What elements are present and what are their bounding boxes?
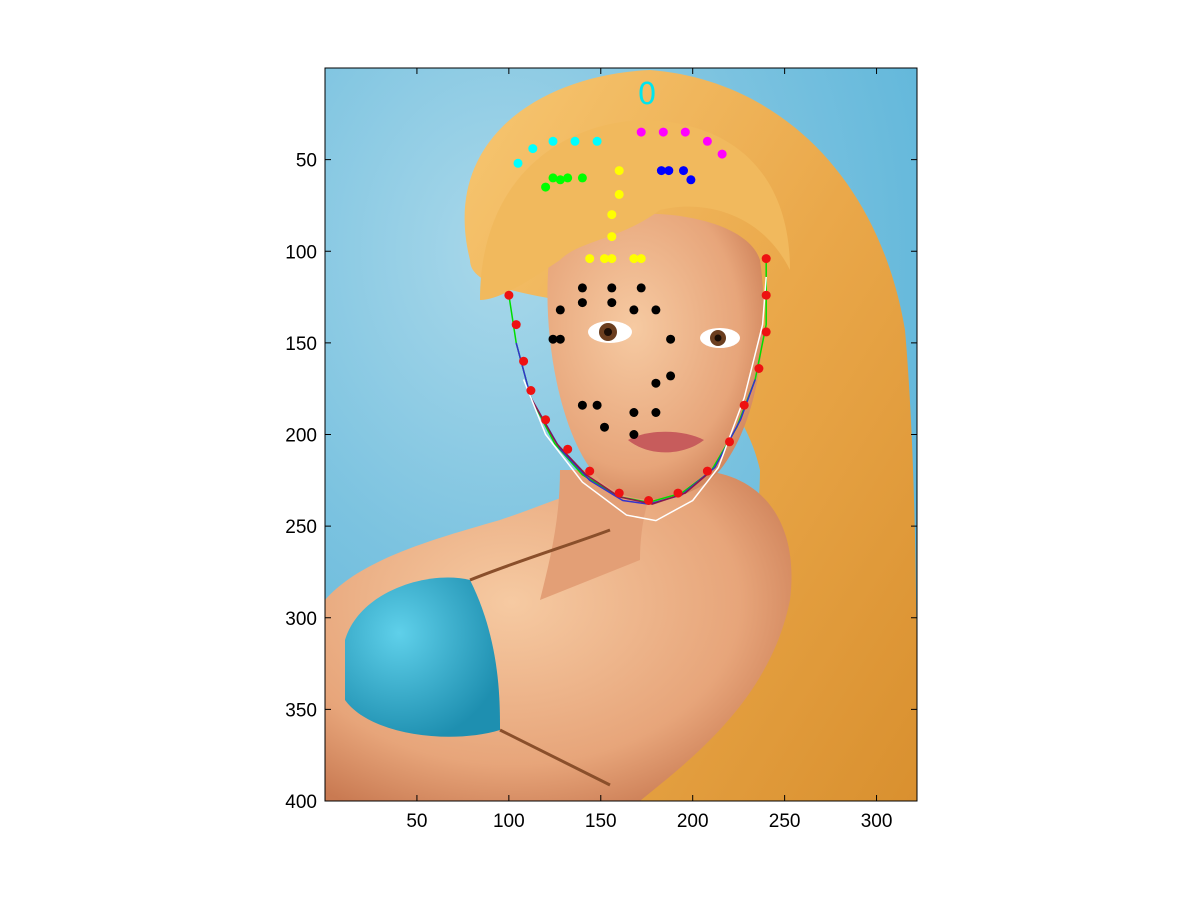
landmark-point-5-7 <box>651 305 661 315</box>
axis-ticks <box>325 68 917 802</box>
landmark-point-4-6 <box>607 254 617 264</box>
landmark-point-6-13 <box>754 364 764 373</box>
y-tick-label: 300 <box>285 609 317 630</box>
landmark-point-6-3 <box>526 386 536 395</box>
portrait-image <box>325 68 917 801</box>
landmark-point-2-1 <box>548 173 558 183</box>
landmark-point-2-2 <box>555 175 565 185</box>
landmark-point-3-0 <box>656 166 666 176</box>
landmark-point-0-0 <box>513 158 523 168</box>
landmark-point-5-1 <box>607 283 617 293</box>
x-tick-label: 200 <box>677 811 709 832</box>
landmark-point-4-8 <box>636 254 646 264</box>
landmark-point-5-17 <box>600 422 609 432</box>
landmark-point-3-2 <box>679 166 688 176</box>
landmark-point-3-1 <box>664 166 674 176</box>
landmark-point-5-4 <box>607 298 617 308</box>
landmark-point-4-2 <box>607 210 617 220</box>
x-tick-label: 300 <box>861 811 893 832</box>
landmark-point-1-2 <box>680 127 690 137</box>
landmark-point-5-16 <box>651 408 661 417</box>
landmark-point-5-13 <box>577 400 587 410</box>
x-tick-label: 100 <box>493 811 525 832</box>
landmark-point-4-5 <box>600 254 609 264</box>
landmark-point-6-10 <box>702 466 712 476</box>
landmark-point-5-11 <box>666 371 676 381</box>
landmark-point-6-11 <box>725 437 734 447</box>
landmark-point-1-4 <box>717 149 727 159</box>
landmark-point-4-4 <box>585 254 595 264</box>
y-tick-label: 400 <box>285 792 317 813</box>
landmark-point-2-0 <box>541 182 551 192</box>
landmark-point-5-6 <box>629 305 639 315</box>
landmark-point-5-0 <box>577 283 587 293</box>
plot-title: 0 <box>637 77 656 112</box>
y-tick-label: 350 <box>285 700 317 721</box>
landmark-point-6-5 <box>563 444 573 454</box>
landmark-point-6-7 <box>614 488 624 498</box>
landmark-point-6-1 <box>511 320 521 330</box>
contour-curve-3 <box>522 276 767 522</box>
landmark-point-6-8 <box>644 496 654 505</box>
landmark-point-1-0 <box>636 127 646 137</box>
x-tick-label: 150 <box>585 811 617 832</box>
landmark-point-6-12 <box>739 400 749 410</box>
y-tick-label: 50 <box>296 151 317 172</box>
x-tick-label: 250 <box>769 811 801 832</box>
y-axis-tick-labels: 50 100 150 200 250 300 350 400 <box>285 151 317 813</box>
landmark-point-6-9 <box>673 488 683 498</box>
landmark-point-4-3 <box>607 232 617 242</box>
landmark-point-6-6 <box>585 466 595 476</box>
landmark-point-5-3 <box>577 298 587 308</box>
landmark-point-6-0 <box>504 290 514 300</box>
landmark-point-4-7 <box>629 254 639 264</box>
landmark-point-6-16 <box>761 254 771 264</box>
landmark-point-5-9 <box>555 334 565 344</box>
landmark-point-0-2 <box>548 136 558 146</box>
landmark-point-0-1 <box>528 144 538 154</box>
landmark-point-1-1 <box>658 127 668 137</box>
landmark-point-6-14 <box>761 327 771 337</box>
landmark-point-5-15 <box>629 408 639 417</box>
landmark-point-6-15 <box>761 290 771 300</box>
landmark-point-5-18 <box>629 430 639 439</box>
landmark-point-5-8 <box>548 334 558 344</box>
y-tick-label: 100 <box>285 242 317 263</box>
landmark-point-4-0 <box>614 166 624 176</box>
landmark-point-5-12 <box>651 378 661 388</box>
landmark-point-5-10 <box>666 334 676 344</box>
landmark-point-1-3 <box>702 136 712 146</box>
landmark-point-2-4 <box>577 173 587 183</box>
landmark-point-6-2 <box>519 356 529 366</box>
landmark-point-5-5 <box>555 305 565 315</box>
landmark-point-6-4 <box>541 415 551 425</box>
x-tick-label: 50 <box>406 811 427 832</box>
landmark-point-3-3 <box>686 175 696 185</box>
landmark-point-2-3 <box>563 173 573 183</box>
y-tick-label: 250 <box>285 517 317 538</box>
landmark-point-4-1 <box>614 189 624 199</box>
landmark-point-5-14 <box>592 400 602 410</box>
y-tick-label: 200 <box>285 426 317 447</box>
y-tick-label: 150 <box>285 334 317 355</box>
landmark-point-0-3 <box>570 136 580 146</box>
x-axis-tick-labels: 50 100 150 200 250 300 <box>406 811 892 832</box>
landmark-point-0-4 <box>592 136 602 146</box>
landmark-points <box>504 127 771 505</box>
landmark-point-5-2 <box>636 283 646 293</box>
